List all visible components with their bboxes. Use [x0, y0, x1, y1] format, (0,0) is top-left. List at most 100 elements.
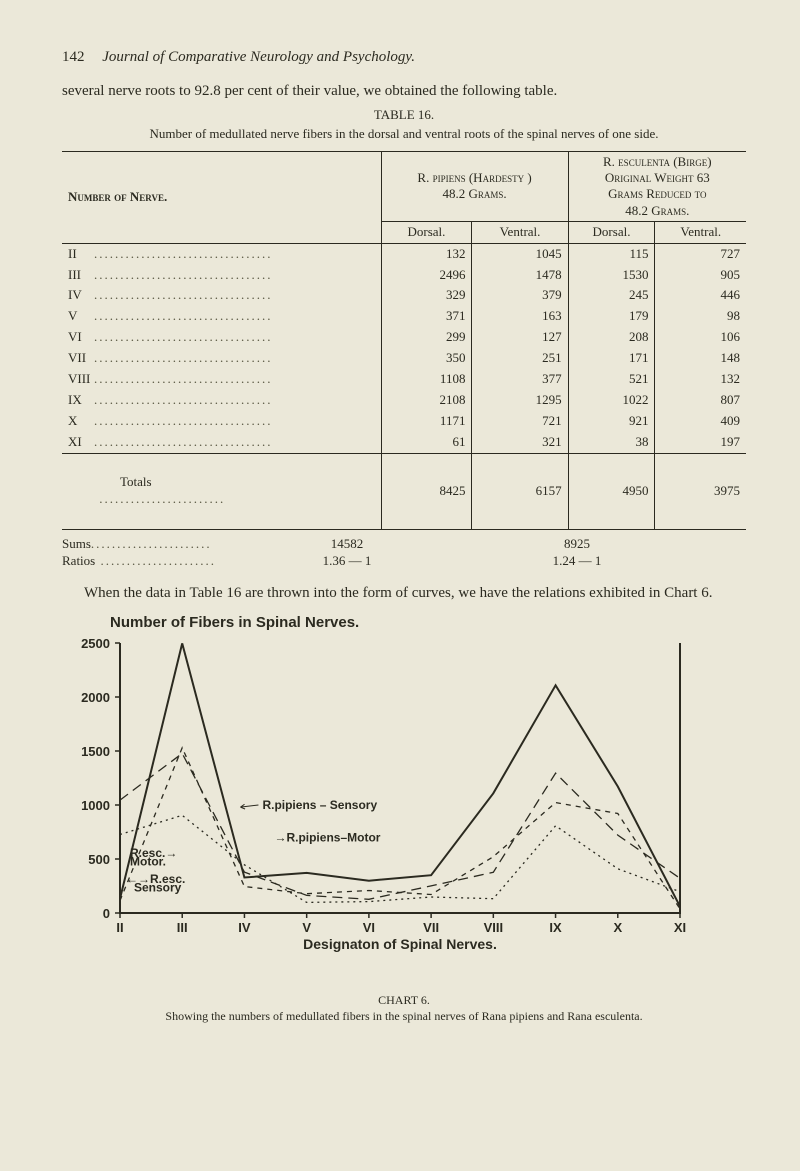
cell: 2496 [381, 265, 472, 286]
col-group2-l3: Grams Reduced to [575, 186, 740, 202]
cell: 148 [655, 348, 746, 369]
cell: 921 [568, 411, 655, 432]
label-resc-motor: Motor. [130, 854, 166, 868]
cell: 245 [568, 285, 655, 306]
cell: 98 [655, 306, 746, 327]
table-caption-text: Number of medullated nerve fibers in the… [149, 126, 658, 141]
cell: 132 [381, 243, 472, 264]
table-label: TABLE 16. [62, 107, 746, 124]
col-group-esculenta: R. esculenta (Birge) Original Weight 63 … [568, 151, 746, 221]
y-tick-label: 1000 [81, 798, 110, 813]
page-header: 142 Journal of Comparative Neurology and… [62, 48, 746, 68]
x-tick-label: V [302, 920, 311, 935]
table-row: VIII..................................11… [62, 369, 746, 390]
cell: 179 [568, 306, 655, 327]
cell: 115 [568, 243, 655, 264]
cell: 1295 [472, 390, 568, 411]
col-group1-l1: R. pipiens (Hardesty ) [388, 170, 562, 186]
cell: 127 [472, 327, 568, 348]
label-pipiens-motor: →R.pipiens–Motor [274, 830, 380, 844]
label-resc-sensory: Sensory [134, 880, 182, 894]
totals-v2: 3975 [655, 453, 746, 530]
series-r.esc.-motor [120, 815, 680, 902]
col-group1-l2: 48.2 Grams. [388, 186, 562, 202]
cell: 197 [655, 432, 746, 453]
cell: 377 [472, 369, 568, 390]
y-tick-label: 2500 [81, 636, 110, 651]
cell: 163 [472, 306, 568, 327]
table-row: V..................................37116… [62, 306, 746, 327]
x-tick-label: II [116, 920, 123, 935]
table-row: X..................................11717… [62, 411, 746, 432]
chart-title: Number of Fibers in Spinal Nerves. [110, 613, 746, 633]
table-row: III..................................249… [62, 265, 746, 286]
cell: 521 [568, 369, 655, 390]
cell: 106 [655, 327, 746, 348]
cell: 299 [381, 327, 472, 348]
table-row: IX..................................2108… [62, 390, 746, 411]
paragraph-curves: When the data in Table 16 are thrown int… [62, 584, 746, 604]
cell: 1045 [472, 243, 568, 264]
cell: 1108 [381, 369, 472, 390]
sub-ventral-2: Ventral. [655, 221, 746, 243]
row-label: IX.................................. [62, 390, 381, 411]
row-label: III.................................. [62, 265, 381, 286]
chart-caption-text: Showing the numbers of medullated fibers… [62, 1009, 746, 1025]
table-16: Number of Nerve. R. pipiens (Hardesty ) … [62, 151, 746, 530]
chart-6: Number of Fibers in Spinal Nerves. 05001… [62, 613, 746, 1024]
row-label: X.................................. [62, 411, 381, 432]
col-group2-l4: 48.2 Grams. [575, 203, 740, 219]
cell: 1478 [472, 265, 568, 286]
x-tick-label: IX [549, 920, 562, 935]
x-tick-label: III [177, 920, 188, 935]
cell: 2108 [381, 390, 472, 411]
sub-ventral-1: Ventral. [472, 221, 568, 243]
cell: 321 [472, 432, 568, 453]
col-group2-l2: Original Weight 63 [575, 170, 740, 186]
cell: 721 [472, 411, 568, 432]
sums-a: 14582 [232, 536, 462, 553]
totals-v1: 6157 [472, 453, 568, 530]
ratios-label: Ratios [62, 553, 95, 568]
row-label: VII.................................. [62, 348, 381, 369]
row-label: VI.................................. [62, 327, 381, 348]
series-r.esc.-sensory [120, 748, 680, 909]
row-label: VIII.................................. [62, 369, 381, 390]
page-number: 142 [62, 49, 85, 65]
x-tick-label: IV [238, 920, 251, 935]
x-tick-label: XI [674, 920, 686, 935]
cell: 329 [381, 285, 472, 306]
x-tick-label: X [613, 920, 622, 935]
cell: 371 [381, 306, 472, 327]
table-row: II..................................1321… [62, 243, 746, 264]
y-tick-label: 2000 [81, 690, 110, 705]
chart-caption-label: CHART 6. [62, 993, 746, 1009]
cell: 379 [472, 285, 568, 306]
cell: 1022 [568, 390, 655, 411]
cell: 446 [655, 285, 746, 306]
cell: 905 [655, 265, 746, 286]
sums-label: Sums [62, 536, 91, 551]
label-pipiens-sensory: R.pipiens – Sensory [262, 798, 377, 812]
cell: 350 [381, 348, 472, 369]
totals-d2: 4950 [568, 453, 655, 530]
row-label: XI.................................. [62, 432, 381, 453]
x-axis-title: Designaton of Spinal Nerves. [303, 936, 497, 952]
y-tick-label: 1500 [81, 744, 110, 759]
col-nerve: Number of Nerve. [62, 151, 381, 243]
x-tick-label: VII [423, 920, 439, 935]
row-label: V.................................. [62, 306, 381, 327]
cell: 409 [655, 411, 746, 432]
cell: 251 [472, 348, 568, 369]
y-tick-label: 0 [103, 906, 110, 921]
ratios-b: 1.24 — 1 [462, 553, 692, 570]
cell: 132 [655, 369, 746, 390]
cell: 807 [655, 390, 746, 411]
cell: 171 [568, 348, 655, 369]
totals-label: Totals ........................ [62, 453, 381, 530]
row-label: IV.................................. [62, 285, 381, 306]
chart-svg: 05001000150020002500IIIIIIVVVIVIIVIIIIXX… [62, 633, 702, 989]
cell: 208 [568, 327, 655, 348]
cell: 1530 [568, 265, 655, 286]
table-row: VII..................................350… [62, 348, 746, 369]
